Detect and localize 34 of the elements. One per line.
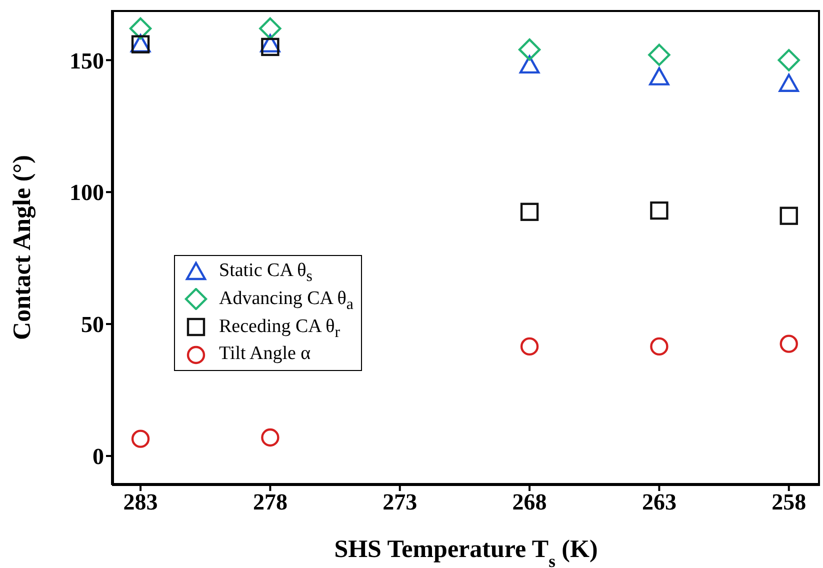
x-axis-title: SHS Temperature T$_{s}$ (K) <box>334 536 598 568</box>
x-tick-label: 258 <box>772 489 806 514</box>
point <box>520 202 539 221</box>
point <box>650 337 668 356</box>
x-tick-label: 263 <box>642 489 676 514</box>
point <box>648 44 670 66</box>
y-tick-label: 50 <box>81 312 104 338</box>
point <box>261 428 280 447</box>
y-axis-title: Contact Angle (°) <box>9 155 36 340</box>
point <box>778 74 799 92</box>
point <box>520 337 539 356</box>
point <box>261 38 280 56</box>
point <box>259 17 282 40</box>
legend-label: Receding CA θ$_{r}$ <box>219 316 340 340</box>
point <box>650 201 668 220</box>
point <box>131 430 150 448</box>
y-tick-label: 100 <box>70 180 104 206</box>
point <box>519 55 540 74</box>
x-tick-label: 268 <box>512 489 547 514</box>
point <box>780 206 798 225</box>
x-tick-label: 278 <box>252 489 288 514</box>
point <box>649 67 670 86</box>
point <box>129 17 152 40</box>
x-tick-label: 273 <box>382 489 418 514</box>
legend-label: Tilt Angle α <box>219 343 311 364</box>
legend-label: Static CA θ$_{s}$ <box>219 260 312 285</box>
point <box>780 334 798 353</box>
point <box>518 38 541 61</box>
y-tick-label: 0 <box>92 444 104 470</box>
point <box>778 49 800 72</box>
legend-label: Advancing CA θ$_{a}$ <box>219 288 354 313</box>
point <box>260 34 280 52</box>
x-tick-label: 283 <box>123 489 158 514</box>
y-tick-label: 150 <box>70 48 104 74</box>
